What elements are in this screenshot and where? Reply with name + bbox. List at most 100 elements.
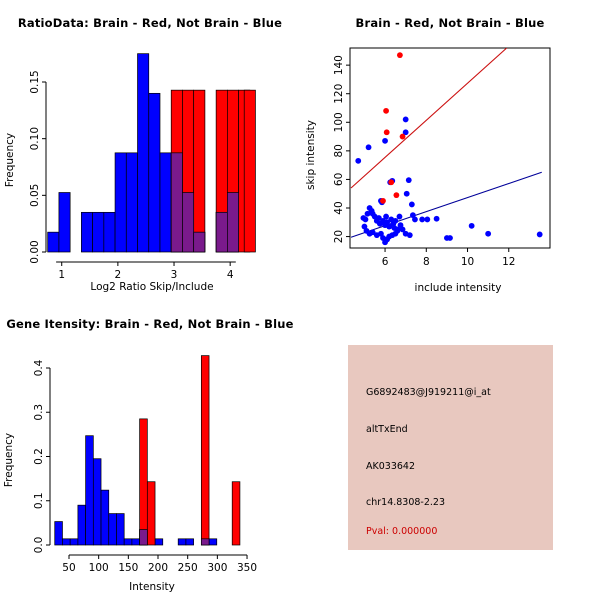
gene-bar-not-brain [131,538,140,546]
scatter-point [382,137,388,144]
gene-bar-not-brain [54,521,63,546]
info-line-accession: AK033642 [366,461,415,472]
scatter-point [386,223,393,230]
gene-bar-overlap [200,538,210,546]
scatter-ytick-label: 100 [333,112,345,132]
scatter-point [399,226,406,233]
ratio-bar-not-brain [58,192,71,253]
ratio-histogram-panel: RatioData: Brain - Red, Not Brain - Blue… [0,0,300,300]
scatter-point [380,197,386,204]
scatter-xtick-label: 12 [502,256,515,268]
info-line-probe-id: G6892483@J919211@i_at [366,387,491,398]
scatter-axes: 20 40 60 80 100 120 140 6 8 10 12 [333,55,515,268]
scatter-point [361,223,368,230]
scatter-point [424,216,431,223]
gene-bar-not-brain [185,538,194,546]
info-line-pvalue: Pval: 0.000000 [366,526,438,537]
info-line-locus: chr14.8308-2.23 [366,497,446,508]
gene-bar-not-brain [177,538,187,546]
scatter-point [355,157,362,164]
ratio-xtick-label: 4 [227,269,234,281]
ratio-bar-overlap [182,192,195,253]
gene-bar-not-brain [77,504,86,546]
ratio-bar-brain [193,89,206,253]
ratio-bar-overlap [215,211,228,253]
scatter-point [383,107,389,114]
ratio-bar-not-brain [81,211,93,253]
ratio-bar-brain [243,89,256,253]
scatter-point [375,215,382,221]
scatter-point [433,215,440,222]
scatter-xtick-label: 8 [423,256,430,268]
gene-xtick-label: 350 [237,562,257,574]
intensity-scatter-panel: Brain - Red, Not Brain - Blue 20 40 60 80 10… [300,0,600,300]
scatter-point [408,201,415,208]
scatter-point [403,190,410,197]
scatter-point [405,177,412,184]
scatter-point [362,216,369,223]
scatter-point [406,232,413,239]
scatter-point [447,235,453,241]
scatter-points [355,52,543,246]
ratio-ytick-label: 0.15 [29,70,41,93]
ratio-bar-not-brain [148,92,161,253]
gene-intensity-axes: 0.0 0.1 0.2 0.3 0.4 50 100 150 200 250 300 350 [33,359,257,574]
scatter-point [396,213,403,220]
scatter-ylabel: skip intensity [305,120,317,190]
gene-intensity-bars [54,355,241,546]
scatter-point [378,230,384,237]
scatter-point [365,144,372,151]
gene-ytick-label: 0.0 [33,537,45,554]
scatter-fit-lines [350,48,542,238]
gene-bar-not-brain [116,513,125,546]
gene-bar-not-brain [62,538,71,546]
ratio-bar-not-brain [103,211,116,253]
scatter-ytick-label: 20 [333,230,345,243]
scatter-fit-line [350,48,508,189]
ratio-histogram-axes: 0.00 0.05 0.10 0.15 1 2 3 4 [29,70,236,281]
scatter-xtick-label: 6 [382,256,389,268]
info-line-event-type: altTxEnd [366,424,408,435]
scatter-point [468,222,475,229]
scatter-point [419,216,426,223]
gene-ytick-label: 0.2 [33,448,45,465]
gene-bar-not-brain [208,538,218,546]
scatter-point [485,230,492,237]
gene-xtick-label: 300 [207,562,227,574]
gene-bar-not-brain [154,538,164,546]
scatter-ytick-label: 140 [333,55,345,75]
ratio-histogram-svg: 0.00 0.05 0.10 0.15 1 2 3 4 Frequency Log2 Rati… [4,53,256,293]
ratio-bar-not-brain [137,53,150,253]
scatter-point [369,229,376,236]
gene-ytick-label: 0.4 [33,359,45,376]
gene-bar-not-brain [123,538,133,546]
ratio-bar-not-brain [114,152,127,253]
ratio-bar-overlap [227,192,239,253]
ratio-bar-not-brain [125,152,138,253]
scatter-point [409,212,416,219]
ratio-histogram-bars [47,53,256,253]
scatter-ytick-label: 80 [333,144,345,157]
ratio-xtick-label: 1 [58,269,65,281]
intensity-scatter-svg: 20 40 60 80 100 120 140 6 8 10 12 skip intensity i… [305,47,551,294]
scatter-ytick-label: 60 [333,173,345,186]
scatter-point [396,52,403,59]
gene-info-panel: G6892483@J919211@i_at altTxEnd AK033642 … [348,345,553,550]
gene-bar-brain [200,355,210,546]
ratio-bar-overlap [193,231,206,253]
scatter-point [399,133,406,140]
scatter-frame [349,47,551,249]
ratio-bar-not-brain [47,231,60,253]
gene-xtick-label: 150 [118,562,138,574]
scatter-point [402,129,409,136]
scatter-point [536,231,543,238]
scatter-xlabel: include intensity [415,282,502,294]
gene-xtick-label: 200 [148,562,168,574]
intensity-scatter-title: Brain - Red, Not Brain - Blue [355,16,545,30]
gene-bar-not-brain [69,538,79,546]
gene-intensity-title: Gene Itensity: Brain - Red, Not Brain - … [6,317,294,331]
ratio-xtick-label: 2 [115,269,122,281]
scatter-point [394,227,401,234]
gene-bar-brain [231,481,241,546]
gene-bar-not-brain [85,435,94,546]
